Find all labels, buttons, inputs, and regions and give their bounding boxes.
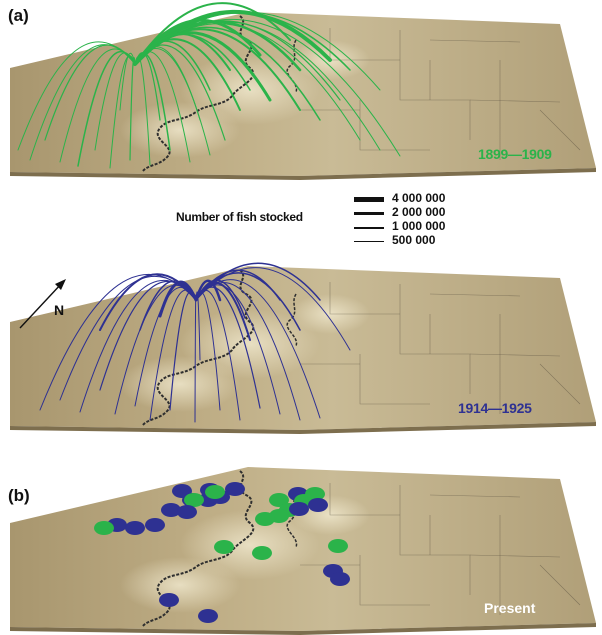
river [141,15,255,173]
present-dot-blue [289,502,309,516]
legend-line-1000000 [354,227,384,229]
stocking-arc [158,280,198,318]
present-dot-green [269,493,289,507]
present-dot-green [205,485,225,499]
stocking-arc [129,57,136,161]
legend-title: Number of fish stocked [176,210,303,224]
county-boundary [469,554,561,558]
county-boundary [469,99,561,103]
river-tributary [286,293,298,347]
county-boundary [359,555,430,606]
stocking-arc [134,18,401,157]
present-population-dots [94,482,350,623]
legend-line-4000000 [354,197,384,202]
terrain-edge [10,422,596,434]
relief-highlight [120,356,240,412]
county-boundary [359,100,430,151]
county-boundary [429,494,521,498]
county-boundary [359,354,430,405]
legend-item-500000: 500 000 [354,233,474,248]
county-boundary [469,353,561,357]
panel-label-a: (a) [8,6,29,25]
stocking-arc [109,55,136,169]
legend-label-1000000: 1 000 000 [392,219,446,233]
present-dot-blue [198,609,218,623]
present-dot-blue [125,521,145,535]
present-dot-blue [145,518,165,532]
stocking-arc [195,262,321,301]
stocking-arcs-1899-1909 [17,2,401,169]
present-dot-green [252,546,272,560]
river [141,470,255,628]
river [141,269,255,427]
legend-label-500000: 500 000 [392,233,436,247]
legend-item-4000000: 4 000 000 [354,191,474,206]
stocking-arc [134,40,211,91]
panel-label-b: (b) [8,486,30,505]
present-dot-green [305,487,325,501]
river-tributary [286,39,298,93]
present-dot-green [94,521,114,535]
stocking-arc [195,279,246,319]
stocking-arcs-1914-1925 [39,262,351,423]
relief-highlight [120,557,240,613]
county-boundary [329,483,400,516]
stocking-arc [195,291,201,361]
county-boundary [399,485,471,595]
relief-highlight [120,102,240,158]
terrain-edge [10,623,596,635]
present-dot-blue [308,498,328,512]
county-boundary [399,284,471,394]
north-label: N [54,302,65,318]
north-arrow-icon [19,279,66,329]
map-panel-present [10,467,596,635]
legend-line-2000000 [354,212,384,215]
stocking-arc [99,273,197,331]
legend-item-2000000: 2 000 000 [354,205,474,220]
county-boundary [399,30,471,140]
present-dot-blue [225,482,245,496]
present-label: Present [484,600,536,616]
period-label-1914-1925: 1914—1925 [458,400,532,416]
stocking-arc [134,11,381,91]
legend-label-4000000: 4 000 000 [392,191,446,205]
river-tributary [286,494,298,548]
county-boundary [539,564,581,606]
present-dot-green [328,539,348,553]
present-dot-green [214,540,234,554]
legend-label-2000000: 2 000 000 [392,205,446,219]
legend-line-500000 [354,241,384,242]
county-boundary [429,39,521,43]
stocking-arc [195,267,351,351]
stocking-arc [134,2,291,65]
present-dot-blue [159,593,179,607]
present-dot-blue [161,503,181,517]
present-dot-blue [177,505,197,519]
period-label-1899-1909: 1899—1909 [478,146,552,162]
county-boundary [329,282,400,315]
county-boundary [539,109,581,151]
county-boundary [429,293,521,297]
county-boundary [539,363,581,405]
present-dot-blue [330,572,350,586]
present-dot-green [255,512,275,526]
present-dot-green [184,493,204,507]
terrain-edge [10,168,596,180]
stocking-arc [119,52,136,111]
map-panel-1914-1925 [10,266,596,434]
legend-item-1000000: 1 000 000 [354,219,474,234]
stocking-arc [134,52,161,121]
